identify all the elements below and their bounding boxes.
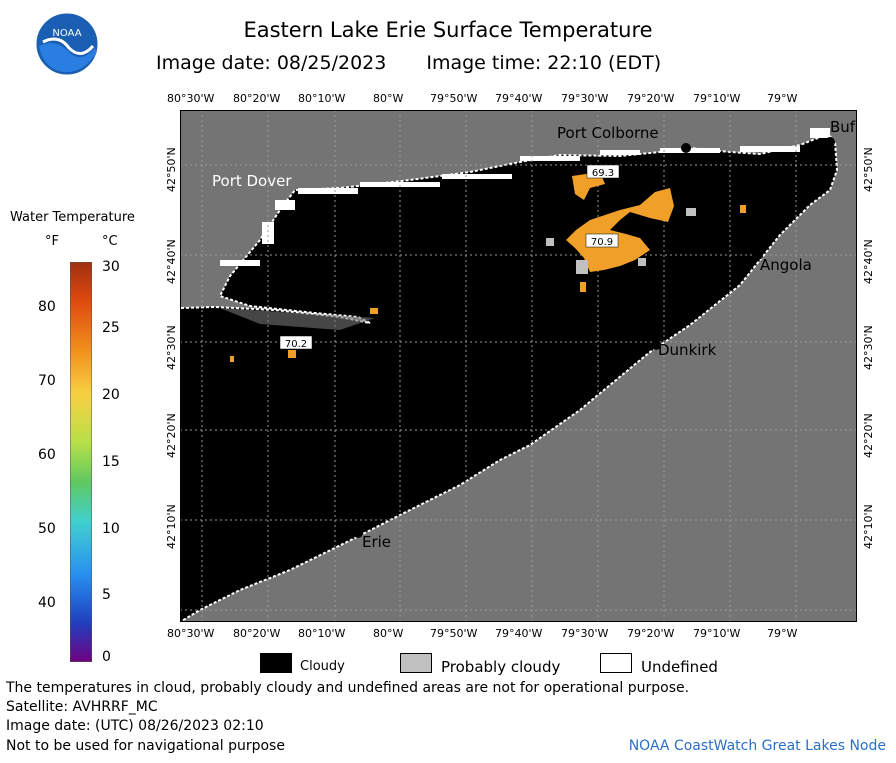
lon-tick: 79°W [767,627,798,640]
c-tick: 5 [102,587,111,603]
noaa-logo: NOAA [35,12,99,76]
lat-tick: 42°30'N [862,325,875,370]
undefined-label: Undefined [641,658,718,676]
place-label-buf: Buf [830,118,856,136]
place-label-port-dover: Port Dover [212,172,292,190]
temperature-value: 70.9 [591,237,613,248]
disclaimer: The temperatures in cloud, probably clou… [6,680,690,696]
temperature-label-2: 70.9 [585,233,619,248]
lat-tick: 42°10'N [165,504,178,549]
lat-tick: 42°20'N [862,413,875,458]
lon-tick: 79°10'W [693,627,741,640]
temperature-label-3: 70.2 [279,335,313,350]
cloudy-swatch [260,653,292,673]
lon-tick: 79°50'W [430,92,478,105]
place-label-port-colborne: Port Colborne [557,124,659,142]
legend-title: Water Temperature [10,210,135,225]
place-label-angola: Angola [760,256,812,274]
f-tick: 50 [38,521,56,537]
probably-cloudy-spots [546,208,696,274]
lat-tick: 42°50'N [862,147,875,192]
lon-tick: 80°20'W [233,92,281,105]
lon-tick: 80°30'W [167,627,215,640]
legend-unit-f: °F [45,234,59,249]
lon-tick: 79°20'W [627,627,675,640]
lon-tick: 80°30'W [167,92,215,105]
probably-cloudy-swatch [400,653,432,673]
f-tick: 60 [38,447,56,463]
temperature-value: 70.2 [285,339,307,350]
f-tick: 70 [38,373,56,389]
c-tick: 15 [102,454,120,470]
undefined-swatch [600,653,632,673]
image-time-label: Image time: 22:10 (EDT) [426,52,662,74]
image-datetime: Image date: 08/25/2023 Image time: 22:10 … [156,52,661,74]
page-title: Eastern Lake Erie Surface Temperature [243,18,653,42]
lon-tick: 79°10'W [693,92,741,105]
navigation-warning: Not to be used for navigational purpose [6,738,285,754]
temperature-value: 69.3 [592,168,614,179]
lat-tick: 42°40'N [165,239,178,284]
lon-tick: 79°W [767,92,798,105]
lon-tick: 80°W [373,627,404,640]
credit-text: NOAA CoastWatch Great Lakes Node [628,738,886,754]
lat-tick: 42°40'N [862,239,875,284]
lat-tick: 42°50'N [165,147,178,192]
warm-water-patches [230,172,746,362]
lon-tick: 80°10'W [298,627,346,640]
lon-tick: 79°50'W [430,627,478,640]
cloudy-label: Cloudy [300,659,345,674]
temperature-label-1: 69.3 [586,164,620,179]
logo-text: NOAA [52,28,81,39]
place-label-dunkirk: Dunkirk [658,341,717,359]
legend-unit-c: °C [102,234,118,249]
c-tick: 10 [102,521,120,537]
lon-tick: 80°10'W [298,92,346,105]
lon-tick: 79°40'W [495,627,543,640]
lon-tick: 79°30'W [561,92,609,105]
map-frame [180,110,857,622]
lon-tick: 79°20'W [627,92,675,105]
place-label-erie: Erie [362,533,391,551]
f-tick: 80 [38,299,56,315]
satellite-info: Satellite: AVHRRF_MC [6,699,158,715]
lake-erie-map: Port Colborne Port Dover Angola Dunkirk … [180,110,857,622]
lon-tick: 79°30'W [561,627,609,640]
lon-tick: 80°20'W [233,627,281,640]
color-bar [70,262,92,662]
lon-tick: 79°40'W [495,92,543,105]
lat-tick: 42°20'N [165,413,178,458]
c-tick: 25 [102,320,120,336]
f-tick: 40 [38,595,56,611]
long-point-strip [220,308,375,330]
lon-tick: 80°W [373,92,404,105]
lat-tick: 42°10'N [862,504,875,549]
image-date-label: Image date: 08/25/2023 [156,52,387,74]
city-markers [353,137,835,538]
c-tick: 20 [102,387,120,403]
c-tick: 30 [102,259,120,275]
probably-cloudy-label: Probably cloudy [441,658,561,676]
lat-tick: 42°30'N [165,325,178,370]
c-tick: 0 [102,649,111,665]
utc-date: Image date: (UTC) 08/26/2023 02:10 [6,718,264,734]
